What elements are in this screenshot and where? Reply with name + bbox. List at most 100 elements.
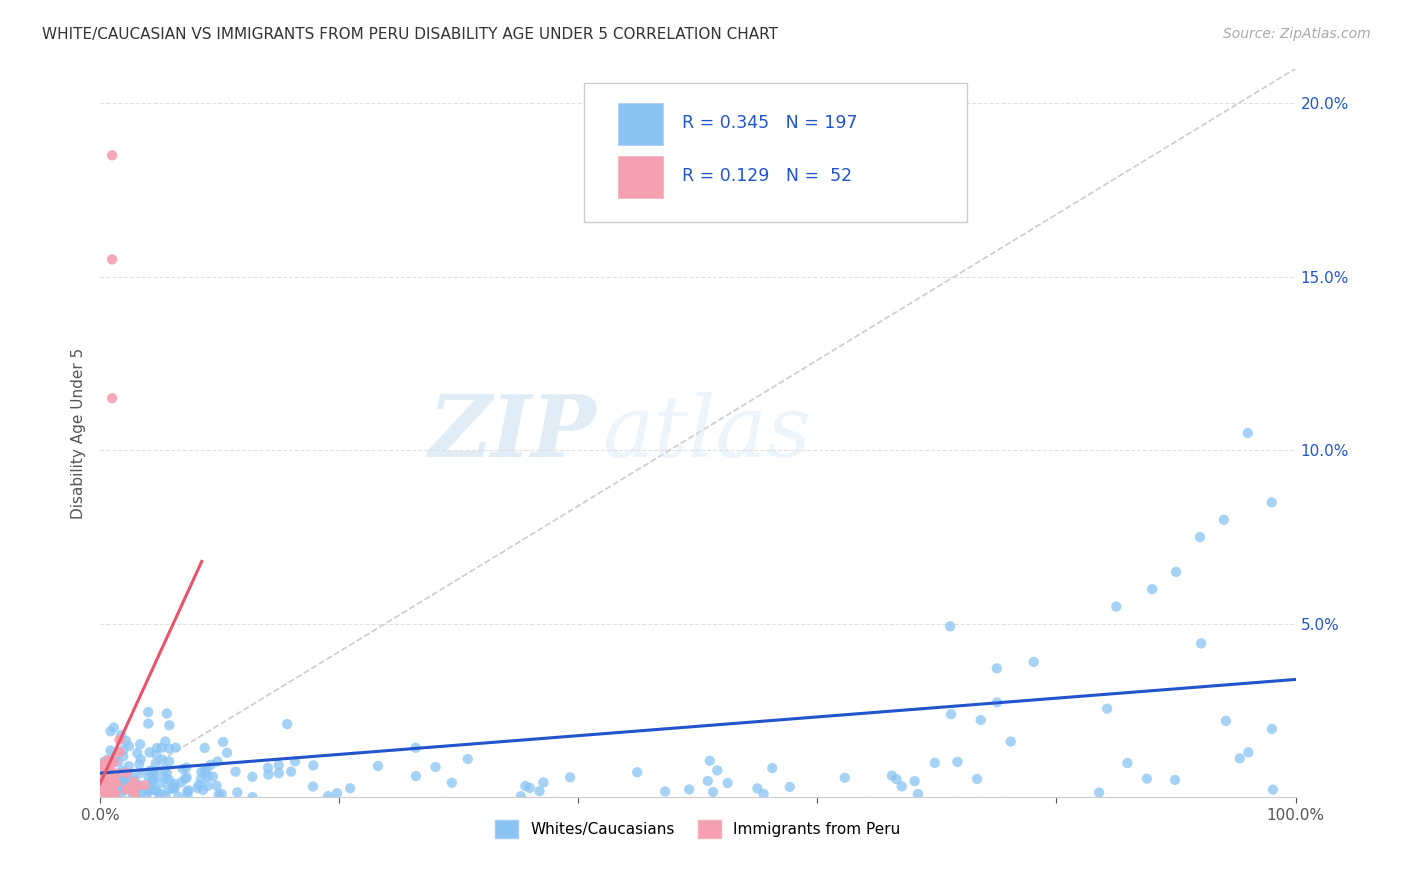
- Point: [115, 775, 138, 789]
- Point: [1105, 599, 1128, 614]
- Point: [125, 782, 148, 797]
- Point: [101, 778, 124, 792]
- Point: [1229, 751, 1251, 765]
- Point: [97, 786, 120, 800]
- Point: [115, 782, 138, 797]
- Point: [157, 782, 180, 797]
- Point: [105, 776, 128, 790]
- Point: [101, 391, 124, 405]
- Point: [110, 777, 132, 791]
- Point: [205, 779, 228, 793]
- Point: [97, 789, 120, 804]
- Point: [93, 787, 115, 801]
- Point: [91, 756, 114, 770]
- Point: [91, 788, 114, 802]
- Point: [157, 755, 180, 769]
- Point: [103, 755, 125, 769]
- Point: [101, 252, 124, 267]
- Point: [125, 780, 148, 794]
- Point: [194, 765, 217, 780]
- Point: [904, 774, 927, 789]
- Point: [146, 741, 169, 756]
- Point: [111, 764, 134, 778]
- Point: [699, 754, 721, 768]
- Point: [156, 706, 179, 721]
- Point: [1261, 722, 1284, 736]
- Point: [242, 770, 264, 784]
- Point: [98, 764, 121, 779]
- Point: [94, 773, 117, 788]
- Point: [163, 777, 186, 791]
- Point: [97, 789, 120, 803]
- Point: [104, 774, 127, 789]
- Point: [145, 747, 167, 762]
- Text: WHITE/CAUCASIAN VS IMMIGRANTS FROM PERU DISABILITY AGE UNDER 5 CORRELATION CHART: WHITE/CAUCASIAN VS IMMIGRANTS FROM PERU …: [42, 27, 778, 42]
- Point: [717, 776, 740, 790]
- Point: [98, 762, 121, 776]
- Point: [1260, 495, 1282, 509]
- Text: atlas: atlas: [602, 392, 811, 475]
- Point: [146, 785, 169, 799]
- Point: [110, 728, 132, 742]
- Text: R = 0.345   N = 197: R = 0.345 N = 197: [682, 114, 858, 132]
- Point: [117, 781, 139, 796]
- Point: [107, 773, 129, 788]
- Point: [165, 740, 187, 755]
- Point: [1000, 734, 1022, 748]
- Point: [142, 772, 165, 787]
- Point: [167, 789, 190, 804]
- Point: [267, 766, 290, 780]
- Point: [100, 781, 122, 796]
- Point: [94, 759, 117, 773]
- Point: [174, 761, 197, 775]
- Point: [136, 705, 159, 719]
- Point: [425, 760, 447, 774]
- Point: [162, 780, 184, 794]
- Point: [104, 787, 127, 801]
- Point: [176, 770, 198, 784]
- Point: [174, 772, 197, 786]
- Text: Source: ZipAtlas.com: Source: ZipAtlas.com: [1223, 27, 1371, 41]
- Point: [761, 761, 783, 775]
- Point: [201, 770, 224, 784]
- Point: [172, 762, 194, 776]
- Point: [191, 783, 214, 797]
- Point: [138, 745, 160, 759]
- Point: [97, 785, 120, 799]
- Point: [129, 752, 152, 766]
- Point: [90, 781, 112, 796]
- Point: [654, 784, 676, 798]
- Point: [150, 753, 173, 767]
- Point: [190, 765, 212, 780]
- Text: ZIP: ZIP: [429, 392, 596, 475]
- Point: [103, 721, 125, 735]
- Point: [105, 774, 128, 789]
- Point: [125, 779, 148, 793]
- Point: [142, 766, 165, 780]
- Point: [939, 619, 962, 633]
- Point: [176, 784, 198, 798]
- Point: [117, 768, 139, 782]
- Point: [103, 786, 125, 800]
- Point: [108, 732, 131, 747]
- Point: [108, 775, 131, 789]
- Point: [560, 770, 582, 784]
- Point: [121, 770, 143, 784]
- Point: [128, 789, 150, 803]
- Point: [529, 784, 551, 798]
- Point: [96, 787, 118, 801]
- Point: [1237, 745, 1260, 759]
- Point: [339, 781, 361, 796]
- Point: [157, 718, 180, 732]
- Point: [280, 764, 302, 779]
- Point: [141, 773, 163, 788]
- Point: [124, 788, 146, 802]
- Point: [110, 766, 132, 780]
- Point: [163, 781, 186, 796]
- Point: [1164, 772, 1187, 787]
- Point: [115, 765, 138, 780]
- Point: [678, 782, 700, 797]
- Point: [141, 782, 163, 797]
- Bar: [617, 156, 664, 198]
- Point: [1236, 425, 1258, 440]
